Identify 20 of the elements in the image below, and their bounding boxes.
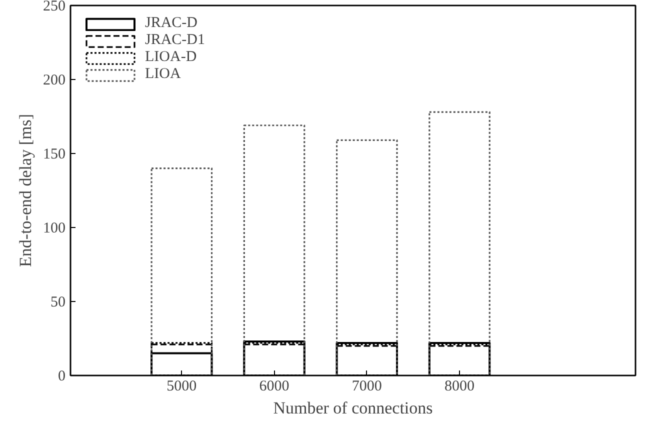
y-axis-title: End-to-end delay [ms]: [16, 114, 35, 267]
legend-label: JRAC-D1: [145, 32, 206, 49]
bar: [428, 111, 490, 376]
y-tick-label: 50: [50, 294, 66, 310]
y-tick-label: 100: [43, 220, 66, 236]
x-tick-label: 8000: [444, 378, 475, 394]
y-tick-label: 150: [43, 146, 66, 162]
x-tick-label: 6000: [259, 378, 290, 394]
legend-label: LIOA-D: [145, 49, 197, 66]
legend-label: JRAC-D: [145, 15, 198, 32]
x-tick-label: 7000: [352, 378, 382, 394]
y-tick-label: 250: [43, 0, 66, 14]
x-tick-label: 5000: [166, 378, 197, 394]
bar: [150, 168, 213, 376]
bar: [243, 124, 306, 376]
x-axis-title: Number of connections: [273, 398, 433, 418]
y-tick-label: 0: [58, 368, 66, 384]
bar: [336, 139, 398, 376]
y-tick-label: 200: [43, 72, 66, 88]
legend-label: LIOA: [145, 66, 181, 83]
